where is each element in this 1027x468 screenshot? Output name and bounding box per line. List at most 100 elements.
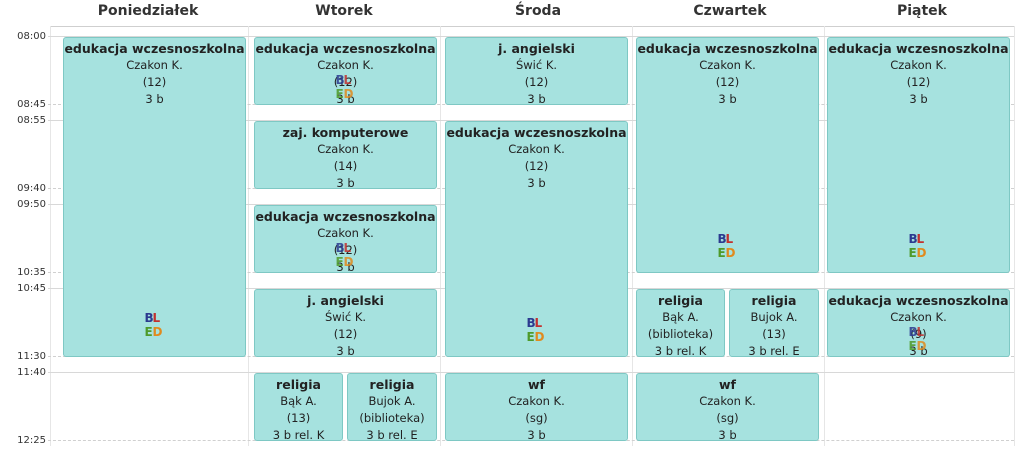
lesson-card[interactable]: edukacja wczesnoszkolna Czakon K. (12) 3… — [636, 37, 819, 273]
lesson-card[interactable]: edukacja wczesnoszkolna Czakon K. (12) 3… — [63, 37, 246, 357]
lesson-room: (biblioteka) — [647, 327, 714, 341]
time-grid-line — [48, 36, 1014, 37]
lesson-card[interactable]: j. angielski Świć K. (12) 3 b — [445, 37, 628, 105]
lesson-subject: edukacja wczesnoszkolna — [828, 41, 1009, 56]
lesson-teacher: Czakon K. — [317, 58, 374, 72]
bled-logo-icon: BL ED — [717, 232, 736, 260]
time-label: 11:30 — [17, 351, 46, 362]
lesson-class: 3 b — [527, 428, 546, 441]
lesson-room: (14) — [333, 159, 358, 173]
lesson-teacher: Czakon K. — [890, 310, 947, 324]
lesson-room: (12) — [524, 159, 549, 173]
lesson-card[interactable]: edukacja wczesnoszkolna Czakon K. (12) 3… — [445, 121, 628, 357]
lesson-class: 3 b — [909, 344, 928, 357]
day-header-wednesday: Środa — [514, 3, 562, 19]
lesson-subject: edukacja wczesnoszkolna — [828, 293, 1009, 308]
lesson-class: 3 b rel. K — [272, 428, 325, 441]
bled-logo-icon: BL ED — [144, 311, 163, 339]
lesson-room: (13) — [762, 327, 786, 341]
lesson-subject: j. angielski — [307, 293, 384, 308]
lesson-card[interactable]: wf Czakon K. (sg) 3 b — [445, 373, 628, 441]
lesson-teacher: Bąk A. — [662, 310, 699, 324]
day-header-monday: Poniedziałek — [97, 3, 199, 19]
time-label: 10:35 — [17, 267, 46, 278]
lesson-class: 3 b — [336, 344, 355, 357]
lesson-room: (12) — [333, 243, 358, 257]
lesson-card[interactable]: edukacja wczesnoszkolna Czakon K. (12) 3… — [827, 37, 1010, 273]
time-grid-line — [48, 372, 1014, 373]
lesson-teacher: Czakon K. — [317, 226, 374, 240]
lesson-subject: edukacja wczesnoszkolna — [255, 41, 436, 56]
lesson-subject: edukacja wczesnoszkolna — [255, 209, 436, 224]
lesson-class: 3 b rel. E — [748, 344, 800, 357]
lesson-room: (12) — [333, 327, 358, 341]
time-label: 08:45 — [17, 99, 46, 110]
day-header-friday: Piątek — [896, 3, 947, 19]
lesson-teacher: Świć K. — [515, 58, 558, 72]
lesson-class: 3 b — [718, 428, 737, 441]
lesson-class: 3 b rel. K — [654, 344, 707, 357]
lesson-card[interactable]: wf Czakon K. (sg) 3 b — [636, 373, 819, 441]
lesson-subject: j. angielski — [498, 41, 575, 56]
lesson-card[interactable]: religia Bujok A. (13) 3 b rel. E — [729, 289, 819, 357]
lesson-teacher: Bąk A. — [280, 394, 317, 408]
column-divider — [1014, 26, 1015, 446]
bled-logo-icon: BL ED — [335, 241, 354, 269]
bled-logo-icon: BL ED — [908, 232, 927, 260]
column-divider — [632, 26, 633, 446]
lesson-subject: edukacja wczesnoszkolna — [637, 41, 818, 56]
bled-logo-icon: BL ED — [335, 73, 354, 101]
lesson-class: 3 b — [718, 92, 737, 106]
lesson-teacher: Czakon K. — [508, 394, 565, 408]
lesson-teacher: Czakon K. — [317, 142, 374, 156]
lesson-class: 3 b — [336, 260, 355, 273]
lesson-card[interactable]: religia Bąk A. (13) 3 b rel. K — [254, 373, 343, 441]
lesson-class: 3 b — [527, 92, 546, 105]
time-label: 11:40 — [17, 367, 46, 378]
column-divider — [440, 26, 441, 446]
lesson-subject: religia — [751, 293, 797, 308]
lesson-subject: wf — [528, 377, 545, 392]
lesson-class: 3 b — [527, 176, 546, 190]
lesson-class: 3 b rel. E — [366, 428, 418, 441]
lesson-room: (13) — [286, 411, 311, 425]
lesson-card[interactable]: j. angielski Świć K. (12) 3 b — [254, 289, 437, 357]
lesson-subject: religia — [369, 377, 415, 392]
lesson-room: (12) — [906, 75, 931, 89]
lesson-card[interactable]: edukacja wczesnoszkolna Czakon K. (12) 3… — [254, 37, 437, 105]
day-header-thursday: Czwartek — [693, 3, 767, 19]
time-grid-line — [48, 120, 1014, 121]
time-label: 08:00 — [17, 31, 46, 42]
lesson-card[interactable]: zaj. komputerowe Czakon K. (14) 3 b — [254, 121, 437, 189]
lesson-teacher: Czakon K. — [126, 58, 183, 72]
time-label: 09:40 — [17, 183, 46, 194]
time-label: 10:45 — [17, 283, 46, 294]
lesson-teacher: Bujok A. — [368, 394, 416, 408]
lesson-teacher: Czakon K. — [890, 58, 947, 72]
lesson-card[interactable]: edukacja wczesnoszkolna Czakon K. (9) 3 … — [827, 289, 1010, 357]
lesson-subject: wf — [719, 377, 736, 392]
lesson-room: (12) — [333, 75, 358, 89]
lesson-subject: religia — [658, 293, 703, 308]
lesson-subject: edukacja wczesnoszkolna — [446, 125, 627, 140]
column-divider — [248, 26, 249, 446]
bled-logo-icon: BL ED — [526, 316, 545, 344]
lesson-card[interactable]: religia Bąk A. (biblioteka) 3 b rel. K — [636, 289, 725, 357]
lesson-class: 3 b — [336, 176, 355, 189]
bled-logo-icon: BL ED — [908, 325, 927, 353]
column-divider — [50, 26, 51, 446]
lesson-teacher: Bujok A. — [750, 310, 798, 324]
lesson-room: (sg) — [525, 411, 548, 425]
lesson-card[interactable]: edukacja wczesnoszkolna Czakon K. (12) 3… — [254, 205, 437, 273]
lesson-card[interactable]: religia Bujok A. (biblioteka) 3 b rel. E — [347, 373, 437, 441]
lesson-class: 3 b — [336, 92, 355, 105]
lesson-room: (12) — [142, 75, 167, 89]
lesson-teacher: Czakon K. — [699, 394, 756, 408]
time-label: 09:50 — [17, 199, 46, 210]
lesson-room: (12) — [524, 75, 549, 89]
lesson-subject: religia — [276, 377, 321, 392]
lesson-class: 3 b — [909, 92, 928, 106]
lesson-room: (biblioteka) — [359, 411, 425, 425]
lesson-class: 3 b — [145, 92, 164, 106]
lesson-room: (12) — [715, 75, 740, 89]
